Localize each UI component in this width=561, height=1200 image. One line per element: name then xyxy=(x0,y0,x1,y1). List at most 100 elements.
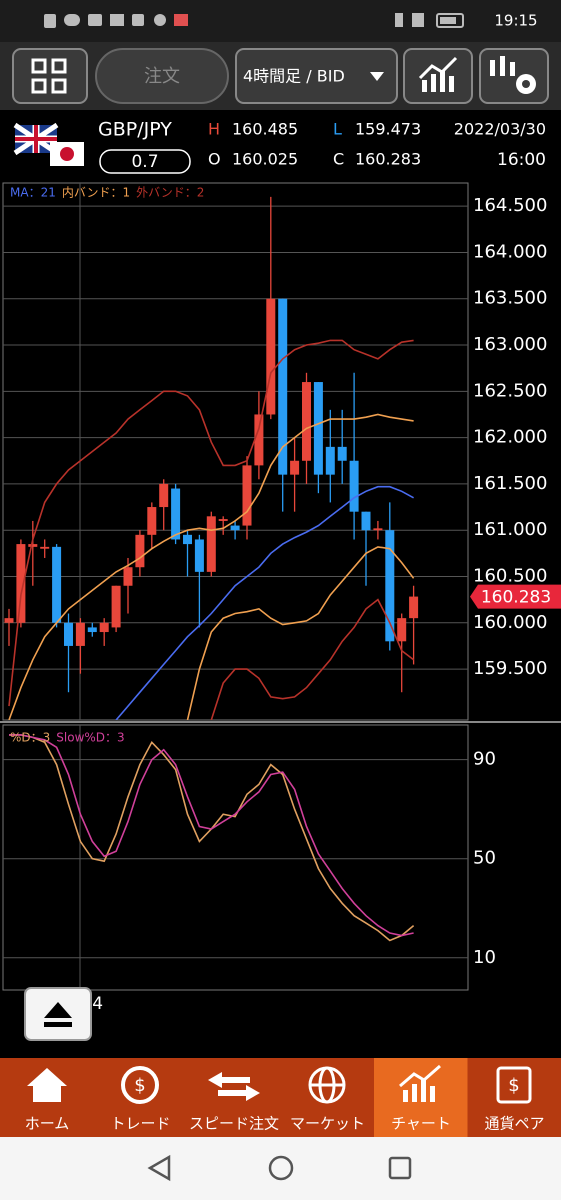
bottom-nav xyxy=(0,1058,561,1137)
status-bar xyxy=(0,0,561,42)
open-value: 160.025 xyxy=(232,150,298,169)
clock: 19:15 xyxy=(494,12,537,30)
candle-body xyxy=(111,585,121,628)
candle-body xyxy=(64,622,73,646)
svg-text:$: $ xyxy=(134,1075,145,1096)
candle-body xyxy=(99,622,109,633)
y-tick-label: 160.000 xyxy=(473,612,547,633)
plot-area xyxy=(9,734,415,942)
close-value: 160.283 xyxy=(355,150,421,169)
y-tick-label: 164.000 xyxy=(473,241,547,262)
price-tag xyxy=(470,584,561,609)
indicator-line xyxy=(8,413,414,720)
candle-body xyxy=(373,528,383,531)
candle-body xyxy=(349,460,359,512)
candle-body xyxy=(4,618,14,623)
candle-body xyxy=(218,519,228,521)
date: 2022/03/30 xyxy=(454,120,546,139)
low-value: 159.473 xyxy=(355,120,421,139)
chart-type-button[interactable] xyxy=(403,48,473,104)
system-nav xyxy=(0,1137,561,1200)
candle-body xyxy=(302,382,311,461)
y-tick-label: 50 xyxy=(473,848,496,869)
symbol: GBP/JPY xyxy=(98,119,172,141)
y-tick-label: 90 xyxy=(473,749,496,770)
y-tick-label: 161.000 xyxy=(473,519,547,540)
time: 16:00 xyxy=(497,150,546,170)
indicator-line xyxy=(210,598,415,720)
nav-label[interactable]: チャート xyxy=(391,1115,451,1133)
candle-body xyxy=(16,544,26,623)
legend-entry: MA：21 xyxy=(10,186,56,200)
y-tick-label: 159.500 xyxy=(473,658,547,679)
indicator-line xyxy=(9,734,414,937)
nav-labels[interactable]: ホーム トレード スピード注文 マーケット チャート 通貨ペア xyxy=(25,1115,545,1133)
y-tick-label: 10 xyxy=(473,947,496,968)
candle-body xyxy=(254,414,264,466)
nav-icons: $ $ xyxy=(27,1064,532,1104)
candle-body xyxy=(313,382,323,475)
candle-body xyxy=(171,488,181,540)
plot-layer: 164.500 164.000 163.500 163.000 162.500 162.0… xyxy=(3,186,561,1014)
timeframe-button[interactable]: 4時間足 / BID xyxy=(235,48,398,104)
y-tick-label: 164.500 xyxy=(473,195,547,216)
recents-button[interactable] xyxy=(388,1156,412,1180)
nav-label[interactable]: マーケット xyxy=(290,1115,365,1133)
y-tick-label: 162.500 xyxy=(473,380,547,401)
back-button[interactable] xyxy=(147,1154,171,1182)
candle-body xyxy=(242,465,252,526)
nav-label[interactable]: スピード注文 xyxy=(189,1115,279,1133)
candle-body xyxy=(123,567,133,586)
low-label: L xyxy=(333,120,342,139)
high-value: 160.485 xyxy=(232,120,298,139)
candle-body xyxy=(28,544,38,547)
candle-body xyxy=(278,298,288,475)
candle-body xyxy=(87,627,97,633)
indicator-line xyxy=(8,339,414,707)
candle-body xyxy=(135,534,145,568)
price-tag-label: 160.283 xyxy=(481,588,551,608)
candle-body xyxy=(230,525,240,531)
candle-body xyxy=(290,460,300,475)
y-tick-label: 163.500 xyxy=(473,288,547,309)
y-tick-label: 163.000 xyxy=(473,334,547,355)
collapse-button[interactable] xyxy=(24,987,92,1041)
candle-body xyxy=(385,530,395,642)
high-label: H xyxy=(208,120,220,139)
candle-body xyxy=(147,507,157,535)
sub-panel xyxy=(2,724,469,991)
layout-button[interactable] xyxy=(12,48,88,104)
y-tick-label: 160.500 xyxy=(473,565,547,586)
settings-button[interactable] xyxy=(479,48,549,104)
candle-body xyxy=(206,516,216,572)
timeframe-label: 4時間足 / BID xyxy=(243,67,345,86)
spread: 0.7 xyxy=(131,152,158,172)
candle-body xyxy=(397,618,407,642)
candle-body xyxy=(75,622,85,646)
nav-active xyxy=(374,1058,468,1137)
candle-body xyxy=(183,534,192,545)
legend-entry: 内バンド：1 xyxy=(62,186,130,200)
plot-area xyxy=(4,196,419,720)
spread-box xyxy=(99,149,191,174)
nav-label[interactable]: トレード xyxy=(110,1115,170,1133)
order-label: 注文 xyxy=(144,66,180,87)
order-button[interactable]: 注文 xyxy=(95,48,229,104)
main-panel xyxy=(2,182,469,721)
candle-body xyxy=(194,539,204,572)
currency-flags xyxy=(13,122,84,166)
nav-label[interactable]: 通貨ペア xyxy=(484,1115,544,1133)
candle-body xyxy=(40,546,50,549)
candle-body xyxy=(52,546,62,623)
legend-entry: Slow%D：3 xyxy=(56,731,124,745)
home-button[interactable] xyxy=(268,1155,294,1181)
indicator-line xyxy=(115,485,414,720)
candle-body xyxy=(361,511,371,531)
legend-entry: %D：3 xyxy=(10,731,50,745)
candle-body xyxy=(266,298,276,415)
nav-label[interactable]: ホーム xyxy=(25,1115,70,1133)
candle-body xyxy=(409,596,419,619)
close-label: C xyxy=(333,150,344,169)
legend-entry: 外バンド：2 xyxy=(136,186,204,200)
